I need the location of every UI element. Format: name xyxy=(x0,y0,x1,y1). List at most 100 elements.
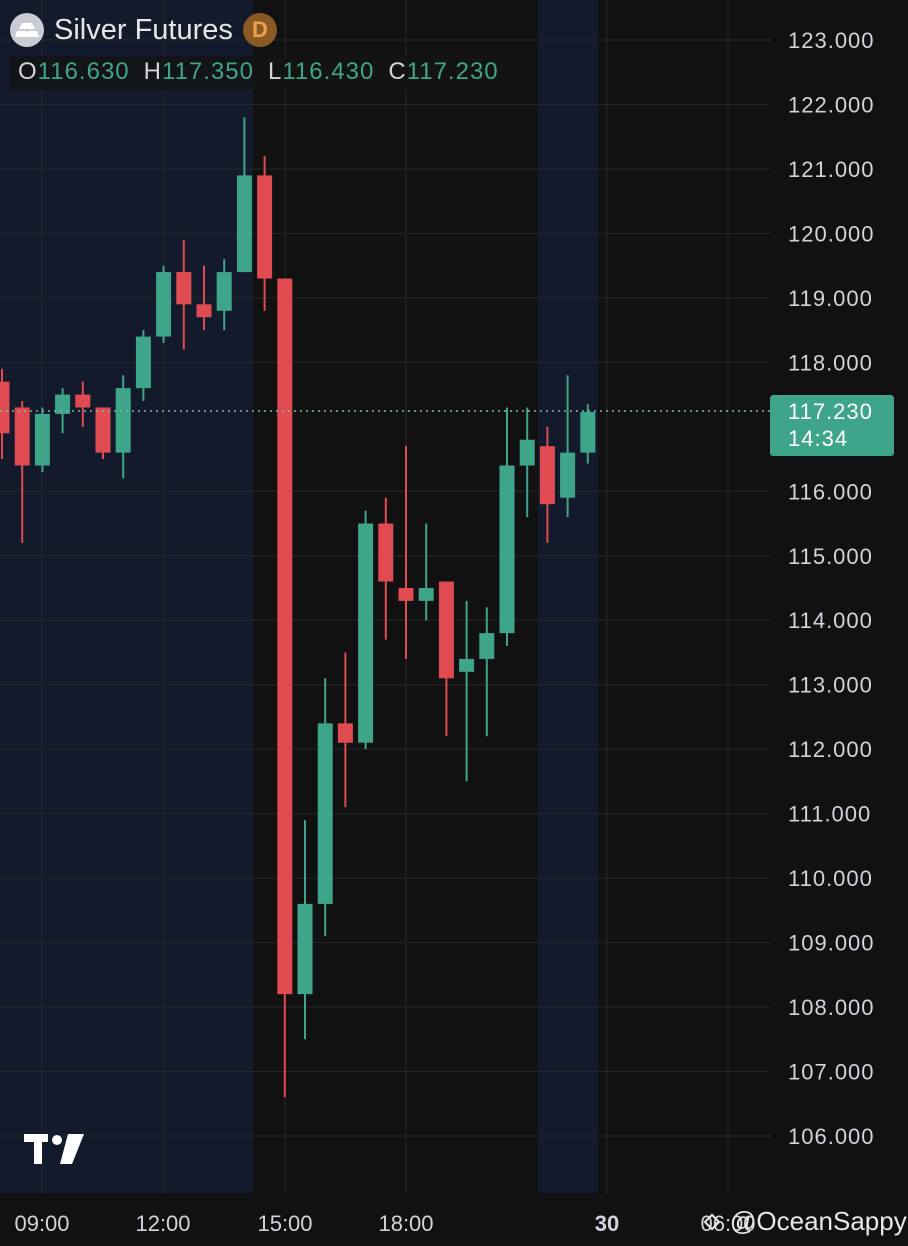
candle-body xyxy=(216,272,232,311)
symbol-name[interactable]: Silver Futures xyxy=(54,13,233,46)
time-tick-label: 30 xyxy=(595,1211,619,1236)
price-tick-label: 107.000 xyxy=(788,1060,875,1085)
candle-body xyxy=(358,523,374,743)
candle xyxy=(358,510,374,750)
candle xyxy=(519,407,535,518)
candle-body xyxy=(398,587,414,601)
candle-body xyxy=(34,413,50,466)
price-tick-label: 111.000 xyxy=(788,802,871,827)
candle-body xyxy=(257,175,273,279)
candle-body xyxy=(438,581,454,679)
last-price-value: 117.230 xyxy=(788,399,873,424)
candle-body xyxy=(115,388,131,453)
candle xyxy=(55,388,71,434)
candle xyxy=(135,330,151,402)
price-axis[interactable]: 123.000 122.000 121.000 120.000 119.000 118.0… xyxy=(788,28,875,1149)
candle xyxy=(499,407,515,647)
close-value: 117.230 xyxy=(406,58,499,85)
candle-body xyxy=(479,633,495,659)
candle xyxy=(438,581,454,737)
grid-lines xyxy=(0,0,770,1193)
price-tick-label: 121.000 xyxy=(788,157,875,182)
silver-bars-icon xyxy=(10,13,44,47)
candle-body xyxy=(539,446,555,505)
ohlc-values: O116.630 H117.350 L116.430 C117.230 xyxy=(10,56,507,90)
time-tick-label: 12:00 xyxy=(135,1211,190,1236)
price-tick-label: 108.000 xyxy=(788,995,875,1020)
candle-body xyxy=(317,723,333,904)
price-tick-label: 122.000 xyxy=(788,92,875,117)
close-label: C xyxy=(388,58,407,85)
watermark: @OceanSappy xyxy=(700,1206,907,1237)
candle xyxy=(479,607,495,737)
candle xyxy=(95,407,111,460)
candle xyxy=(378,497,394,640)
session-highlight-band-1 xyxy=(0,0,253,1193)
candle xyxy=(75,381,91,427)
price-tick-label: 119.000 xyxy=(788,286,873,311)
symbol-row[interactable]: Silver Futures D xyxy=(10,8,507,52)
tradingview-logo[interactable] xyxy=(24,1132,88,1166)
candle-body xyxy=(55,394,71,414)
candle-body xyxy=(135,336,151,389)
open-value: 116.630 xyxy=(37,58,130,85)
time-tick-label: 06:00 xyxy=(700,1211,755,1236)
candle-body xyxy=(196,304,212,318)
price-tick-label: 113.000 xyxy=(788,673,873,698)
chart-legend: Silver Futures D O116.630 H117.350 L116.… xyxy=(10,8,507,90)
session-highlight-band-2 xyxy=(538,0,598,1193)
candle xyxy=(317,678,333,937)
candle xyxy=(459,600,475,782)
candle xyxy=(418,523,434,621)
candle-body xyxy=(499,465,515,634)
price-tick-label: 114.000 xyxy=(788,608,873,633)
candle-body xyxy=(176,272,192,305)
candle xyxy=(398,446,414,659)
price-tick-label: 109.000 xyxy=(788,931,875,956)
candle-body xyxy=(378,523,394,582)
candle xyxy=(0,368,10,460)
candle xyxy=(115,375,131,479)
candle-body xyxy=(236,175,252,273)
watermark-text: @OceanSappy xyxy=(730,1206,907,1236)
candle-body xyxy=(418,587,434,601)
candle-body xyxy=(297,903,313,995)
candle-body xyxy=(560,452,576,498)
binance-logo-icon xyxy=(700,1210,724,1234)
candle-body xyxy=(0,381,10,434)
candle-body xyxy=(580,411,596,453)
low-value: 116.430 xyxy=(282,58,375,85)
last-price-tag xyxy=(770,395,894,456)
price-tick-label: 118.000 xyxy=(788,350,873,375)
high-label: H xyxy=(143,58,162,85)
candle xyxy=(560,375,576,518)
candle xyxy=(34,407,50,472)
price-tick-label: 112.000 xyxy=(788,737,873,762)
high-value: 117.350 xyxy=(162,58,254,85)
price-tick-label: 123.000 xyxy=(788,28,875,53)
candle-body xyxy=(337,723,353,743)
candles xyxy=(0,117,596,1098)
time-tick-label: 18:00 xyxy=(378,1211,433,1236)
candle xyxy=(277,278,293,1098)
delayed-badge[interactable]: D xyxy=(242,13,277,47)
price-tick-label: 116.000 xyxy=(788,479,873,504)
candle-body xyxy=(459,658,475,672)
price-tick-label: 120.000 xyxy=(788,221,875,246)
candle xyxy=(580,404,596,464)
low-label: L xyxy=(267,58,283,85)
candle-body xyxy=(277,278,293,995)
candle xyxy=(14,401,30,543)
price-tick-label: 110.000 xyxy=(788,866,873,891)
candle xyxy=(539,426,555,543)
candle-body xyxy=(75,394,91,408)
candle xyxy=(196,265,212,331)
candle-body xyxy=(519,439,535,466)
time-tick-label: 15:00 xyxy=(257,1211,312,1236)
candle-body xyxy=(95,407,111,453)
time-axis[interactable]: 09:00 12:00 15:00 18:00 30 06:00 xyxy=(14,1211,755,1236)
candle-body xyxy=(156,272,172,337)
price-tick-label: 115.000 xyxy=(788,544,873,569)
